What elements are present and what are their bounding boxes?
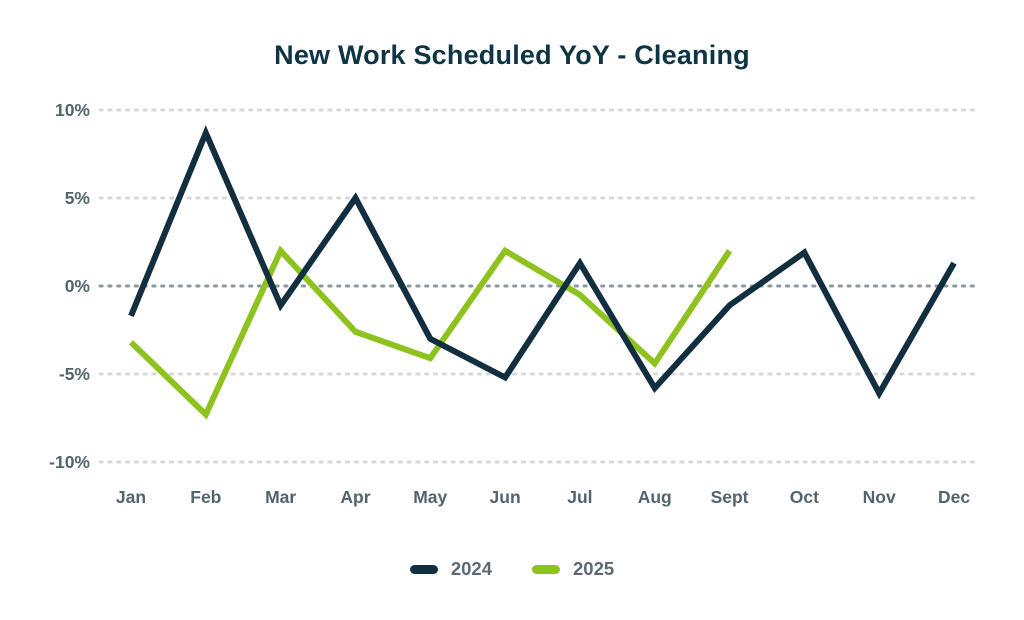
y-tick-label: 10%	[54, 100, 90, 120]
y-tick-label: -5%	[58, 364, 90, 384]
x-tick-label-feb: Feb	[190, 487, 222, 507]
y-tick-label: -10%	[49, 452, 90, 472]
x-tick-label-mar: Mar	[265, 487, 297, 507]
legend-item-2024: 2024	[409, 558, 492, 580]
y-tick-label: 5%	[64, 188, 90, 208]
legend-label-2025: 2025	[573, 558, 615, 579]
chart-title: New Work Scheduled YoY - Cleaning	[274, 40, 750, 70]
x-tick-label-sept: Sept	[710, 487, 749, 507]
legend-swatch-2025	[532, 564, 560, 574]
series-line-2025	[128, 245, 733, 420]
legend-item-2025: 2025	[532, 558, 614, 580]
chart-legend: 2024 2025	[0, 558, 1024, 580]
y-tick-label: 0%	[64, 276, 90, 296]
x-tick-label-aug: Aug	[637, 487, 672, 507]
x-tick-label-oct: Oct	[789, 487, 819, 507]
x-tick-label-dec: Dec	[937, 487, 971, 507]
series-line-2024	[128, 125, 957, 400]
x-tick-label-jan: Jan	[115, 487, 147, 507]
x-tick-label-may: May	[413, 487, 448, 507]
legend-label-2024: 2024	[450, 558, 492, 579]
x-tick-label-apr: Apr	[340, 487, 371, 507]
legend-swatch-2024	[409, 564, 438, 574]
x-tick-label-jul: Jul	[567, 487, 593, 507]
x-tick-label-nov: Nov	[862, 487, 896, 507]
x-tick-label-jun: Jun	[489, 487, 521, 507]
